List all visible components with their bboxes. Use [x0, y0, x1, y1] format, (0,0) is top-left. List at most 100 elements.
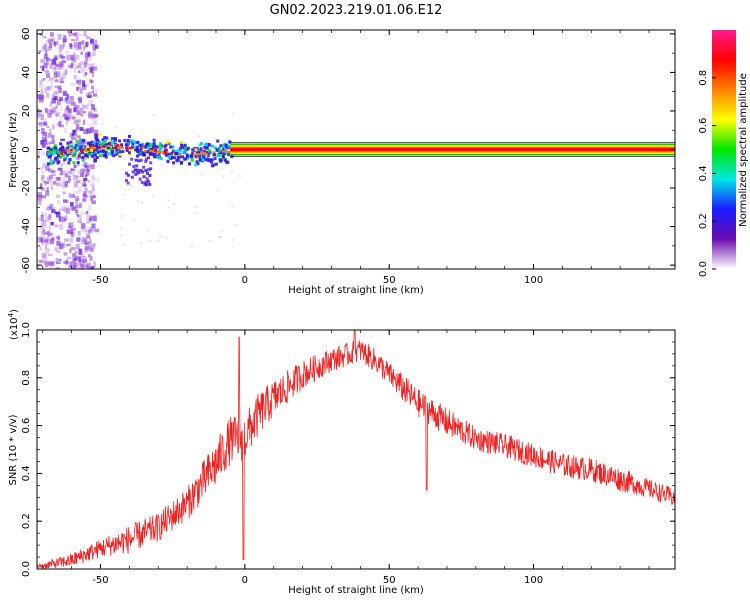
heatmap-cell [64, 50, 69, 54]
heatmap-cell [64, 184, 68, 189]
heatmap-cell [150, 151, 154, 155]
heatmap-cell [88, 237, 92, 243]
heatmap-cell [220, 167, 223, 170]
heatmap-cell [43, 122, 47, 126]
heatmap-cell [230, 170, 233, 173]
heatmap-cell [92, 113, 97, 119]
heatmap-cell [50, 222, 54, 225]
heatmap-cell [94, 151, 98, 155]
snr-y-axis: 0.0 0.2 0.4 0.6 0.8 1.0 [21, 322, 675, 577]
heatmap-cell [46, 86, 51, 91]
heatmap-cell [60, 56, 66, 59]
heatmap-cell [56, 177, 60, 181]
heatmap-cell [121, 149, 125, 153]
heatmap-cell [186, 155, 190, 159]
snr-y-label: SNR (10 * v/v) [8, 414, 19, 485]
heatmap-cell [90, 154, 94, 158]
heatmap-cell [148, 183, 152, 187]
heatmap-cell [66, 261, 69, 264]
heatmap-cell [64, 206, 69, 213]
heatmap-cell [69, 261, 73, 268]
heatmap-cell [101, 141, 105, 145]
heatmap-cell [99, 144, 103, 148]
heatmap-cell [53, 56, 57, 61]
heatmap-cell [76, 180, 81, 184]
heatmap-cell [58, 96, 64, 101]
heatmap-cell [78, 33, 83, 37]
heatmap-cell [37, 237, 41, 243]
heatmap-cell [52, 124, 55, 130]
heatmap-cell [76, 80, 79, 84]
heatmap-cell [227, 148, 230, 151]
heatmap-cell [203, 146, 207, 150]
heatmap-cell [94, 137, 98, 141]
heatmap-cell [71, 267, 75, 269]
heatmap-cell [191, 148, 195, 152]
heatmap-cell [37, 155, 40, 159]
heatmap-cell [158, 151, 162, 154]
heatmap-cell [140, 142, 144, 146]
heatmap-cell [43, 62, 48, 69]
heatmap-cell [153, 144, 157, 148]
heatmap-cell [42, 43, 46, 50]
heatmap-cell [186, 146, 190, 150]
spectrogram-y-tick-label: -20 [21, 180, 32, 196]
heatmap-cell [101, 138, 105, 142]
heatmap-cell [167, 152, 171, 156]
heatmap-cell [159, 144, 163, 148]
heatmap-cell [42, 225, 47, 229]
heatmap-cell [155, 145, 159, 149]
heatmap-cell [77, 219, 81, 223]
heatmap-cell [79, 264, 85, 268]
heatmap-cell [91, 200, 96, 205]
heatmap-cell [57, 167, 63, 171]
heatmap-cell [81, 167, 87, 174]
heatmap-cell [85, 172, 90, 176]
spectrogram-x-label: Height of straight line (km) [288, 285, 424, 296]
heatmap-cell [207, 143, 211, 147]
heatmap-cell [133, 140, 137, 144]
heatmap-cell [39, 224, 44, 230]
heatmap-cell [71, 169, 75, 175]
heatmap-cell [54, 104, 59, 109]
heatmap-cell [70, 144, 74, 148]
heatmap-cell [141, 146, 145, 149]
heatmap-cell [46, 181, 49, 184]
heatmap-cell [89, 67, 94, 74]
heatmap-cell [110, 137, 114, 141]
heatmap-cell [128, 153, 132, 157]
heatmap-cell [79, 140, 84, 144]
heatmap-cell [44, 47, 48, 51]
heatmap-cell [103, 136, 107, 140]
heatmap-cell [171, 153, 175, 157]
heatmap-cell [215, 148, 219, 152]
heatmap-cell [80, 113, 83, 117]
heatmap-cell [149, 149, 153, 152]
heatmap-cell [86, 128, 92, 134]
heatmap-cell [192, 153, 196, 156]
heatmap-cell [76, 156, 80, 160]
heatmap-cell [64, 218, 67, 221]
heatmap-cell [49, 43, 53, 49]
heatmap-cell [51, 107, 57, 113]
heatmap-cell [87, 95, 92, 99]
heatmap-cell [53, 157, 57, 161]
heatmap-cell [60, 170, 63, 176]
heatmap-cell [94, 149, 98, 153]
snr-frame [36, 329, 676, 570]
heatmap-cell [46, 73, 51, 79]
heatmap-cell [76, 123, 80, 130]
heatmap-cell [144, 157, 148, 161]
heatmap-cell [69, 248, 72, 254]
heatmap-cell [87, 55, 92, 61]
heatmap-cell [156, 151, 160, 154]
heatmap-cell [68, 150, 72, 153]
heatmap-cell [124, 143, 128, 147]
heatmap-cell [46, 186, 49, 193]
heatmap-cell [40, 215, 44, 221]
heatmap-cell [95, 146, 99, 150]
heatmap-cell [64, 69, 68, 76]
heatmap-cell [79, 88, 83, 94]
heatmap-cell [68, 193, 71, 198]
heatmap-cell [63, 261, 68, 265]
